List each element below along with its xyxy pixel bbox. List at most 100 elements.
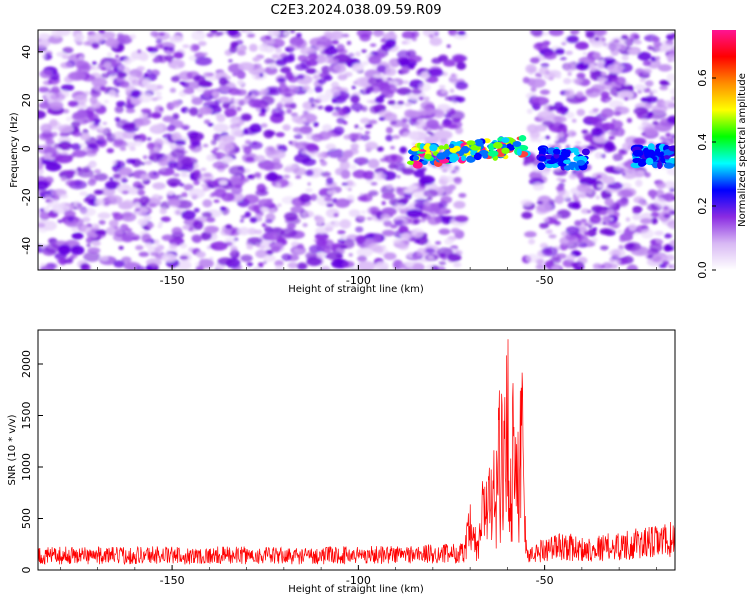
noise-blob <box>358 127 364 131</box>
snr-background <box>38 330 675 570</box>
noise-blob <box>276 102 284 109</box>
noise-blob <box>274 259 284 267</box>
noise-blob <box>376 146 384 152</box>
noise-blob <box>604 198 614 207</box>
noise-blob <box>539 89 551 95</box>
noise-blob <box>145 265 152 270</box>
noise-blob <box>203 225 219 234</box>
noise-blob <box>255 75 261 79</box>
signal-blob <box>487 150 499 157</box>
noise-blob <box>160 216 171 223</box>
noise-blob <box>566 253 576 262</box>
noise-blob <box>91 240 101 247</box>
noise-blob <box>264 35 272 41</box>
noise-blob <box>60 84 75 92</box>
noise-blob <box>637 169 646 176</box>
noise-blob <box>179 255 189 260</box>
noise-blob <box>154 138 164 148</box>
noise-blob <box>327 58 339 64</box>
noise-blob <box>339 219 352 229</box>
noise-blob <box>325 131 333 136</box>
noise-blob <box>572 193 577 198</box>
noise-blob <box>231 176 247 186</box>
noise-blob <box>369 43 377 47</box>
noise-blob <box>142 155 148 160</box>
noise-blob <box>432 108 444 116</box>
noise-blob <box>183 173 189 178</box>
noise-blob <box>404 38 412 45</box>
noise-blob <box>129 146 136 152</box>
noise-blob <box>146 137 152 141</box>
noise-blob <box>243 194 260 205</box>
noise-blob <box>121 199 135 210</box>
noise-blob <box>158 221 164 225</box>
noise-blob <box>69 71 86 81</box>
noise-blob <box>577 242 588 248</box>
noise-blob <box>87 247 101 254</box>
noise-blob <box>38 86 50 93</box>
noise-blob <box>576 72 586 80</box>
noise-blob <box>348 209 361 217</box>
noise-blob <box>574 220 582 227</box>
noise-blob <box>427 255 435 260</box>
noise-blob <box>591 127 603 137</box>
noise-blob <box>608 263 618 269</box>
noise-blob <box>422 30 440 38</box>
noise-blob <box>260 123 268 128</box>
noise-blob <box>264 145 276 156</box>
noise-blob <box>415 120 427 130</box>
noise-blob <box>280 66 292 74</box>
noise-blob <box>364 123 373 129</box>
noise-blob <box>307 53 318 61</box>
noise-blob <box>321 65 331 75</box>
noise-blob <box>44 176 54 184</box>
noise-blob <box>355 235 367 244</box>
noise-blob <box>382 71 386 75</box>
noise-blob <box>443 119 463 130</box>
noise-blob <box>574 141 582 145</box>
signal-blob <box>537 162 546 171</box>
signal-blob <box>473 152 482 161</box>
noise-blob <box>323 75 333 81</box>
noise-blob <box>164 55 175 61</box>
noise-blob <box>240 215 247 219</box>
noise-blob <box>137 218 148 226</box>
noise-blob <box>280 88 296 97</box>
noise-blob <box>411 37 417 42</box>
noise-blob <box>359 192 364 196</box>
signal-blob <box>552 148 561 155</box>
noise-blob <box>601 113 608 118</box>
noise-blob <box>552 115 567 123</box>
signal-blob <box>654 147 661 155</box>
noise-blob <box>150 30 159 37</box>
noise-blob <box>604 41 622 51</box>
noise-blob <box>377 52 386 59</box>
noise-blob <box>247 174 253 179</box>
noise-blob <box>243 30 253 34</box>
noise-blob <box>317 78 327 85</box>
noise-blob <box>450 170 456 174</box>
noise-blob <box>38 110 46 120</box>
noise-blob <box>412 231 418 236</box>
noise-blob <box>532 182 545 191</box>
noise-blob <box>47 80 53 85</box>
noise-blob <box>276 183 282 188</box>
noise-blob <box>315 216 325 224</box>
noise-blob <box>535 264 545 270</box>
noise-blob <box>446 44 451 48</box>
noise-blob <box>39 208 45 212</box>
noise-blob <box>373 172 386 181</box>
noise-blob <box>401 30 416 40</box>
noise-blob <box>337 74 348 81</box>
noise-blob <box>534 72 541 78</box>
noise-blob <box>567 72 572 76</box>
noise-blob <box>322 124 332 132</box>
noise-blob <box>229 252 236 256</box>
noise-blob <box>183 183 194 191</box>
noise-blob <box>381 200 386 206</box>
noise-blob <box>644 80 654 87</box>
noise-blob <box>365 86 374 93</box>
noise-blob <box>616 229 623 234</box>
noise-blob <box>125 108 136 114</box>
noise-blob <box>89 174 99 183</box>
